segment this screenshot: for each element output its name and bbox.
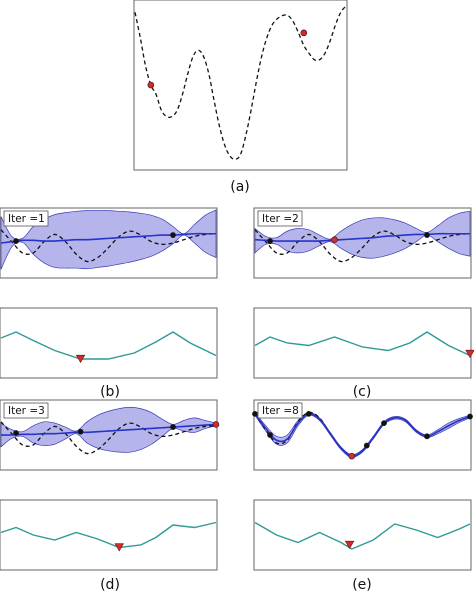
sample-point-d-1 <box>77 428 84 435</box>
argmax-marker-b-acq-0 <box>75 354 86 363</box>
objective-line-a <box>134 5 347 160</box>
panel-b-acq-frame <box>0 307 218 379</box>
sample-point-e-4 <box>381 420 387 427</box>
panel-e-frame <box>253 399 472 471</box>
plot-b-acquisition <box>0 331 217 363</box>
sample-point-e-1 <box>267 432 273 438</box>
sample-point-e-0 <box>252 410 258 417</box>
mean-line-e <box>254 412 471 457</box>
plot-c-acquisition <box>254 331 474 358</box>
iter-box-c: Iter =2 <box>257 210 303 227</box>
plot-d <box>0 406 220 455</box>
sample-point-d-2 <box>170 424 176 430</box>
plot-b <box>0 209 217 270</box>
iter-label-d: Iter =3 <box>8 405 45 417</box>
panel-label-a: (a) <box>230 179 250 195</box>
uncertainty-band-c <box>254 210 471 259</box>
best-point-a-0 <box>147 81 155 89</box>
sample-point-b-1 <box>170 232 176 238</box>
next-point-d <box>212 421 220 428</box>
argmax-marker-e-acq-0 <box>344 540 355 549</box>
iter-label-e: Iter =8 <box>262 405 299 417</box>
acquisition-line-c-acq-0 <box>254 331 471 357</box>
objective-line-b <box>0 229 217 263</box>
sample-point-d-0 <box>13 430 19 436</box>
panel-a-frame <box>133 0 348 171</box>
acquisition-line-e-acq-0 <box>254 521 471 550</box>
panel-d-frame <box>0 399 218 471</box>
panel-label-b: (b) <box>100 384 120 400</box>
sample-point-e-6 <box>467 413 473 420</box>
sample-point-e-5 <box>424 433 430 440</box>
panel-c-acq-frame <box>253 307 472 379</box>
iter-label-c: Iter =2 <box>262 213 299 225</box>
objective-line-c <box>254 229 471 263</box>
iter-box-d: Iter =3 <box>3 402 49 419</box>
panel-label-d: (d) <box>100 577 120 593</box>
best-point-a-1 <box>300 29 308 37</box>
panel-b-frame <box>0 207 218 279</box>
panel-label-c: (c) <box>353 384 372 400</box>
panel-label-e: (e) <box>352 577 372 593</box>
mean-line-b <box>0 232 216 244</box>
iter-box-b: Iter =1 <box>3 210 49 227</box>
uncertainty-band-b <box>0 209 217 270</box>
plot-d-acquisition <box>0 521 217 552</box>
plot-c <box>254 210 471 263</box>
sample-point-e-2 <box>305 410 312 417</box>
sample-point-c-0 <box>267 238 273 244</box>
plot-e <box>252 410 473 460</box>
panel-d-acq-frame <box>0 499 218 571</box>
argmax-marker-c-acq-0 <box>465 349 474 358</box>
plot-e-acquisition <box>254 521 471 550</box>
acquisition-line-d-acq-0 <box>0 521 217 549</box>
panel-e-acq-frame <box>253 499 472 571</box>
argmax-marker-d-acq-0 <box>114 543 124 552</box>
sample-point-b-0 <box>13 238 19 244</box>
iter-box-e: Iter =8 <box>257 402 303 419</box>
iter-label-b: Iter =1 <box>8 213 45 225</box>
objective-line-d <box>0 421 217 455</box>
mean-line-d <box>0 423 217 436</box>
sample-point-c-1 <box>424 232 430 238</box>
mean-line-c <box>254 232 470 242</box>
sample-point-e-3 <box>363 442 370 449</box>
next-point-e <box>348 452 356 460</box>
acquisition-line-b-acq-0 <box>0 331 217 360</box>
plot-a <box>134 5 347 160</box>
next-point-c <box>331 236 338 243</box>
panel-c-frame <box>253 207 472 279</box>
